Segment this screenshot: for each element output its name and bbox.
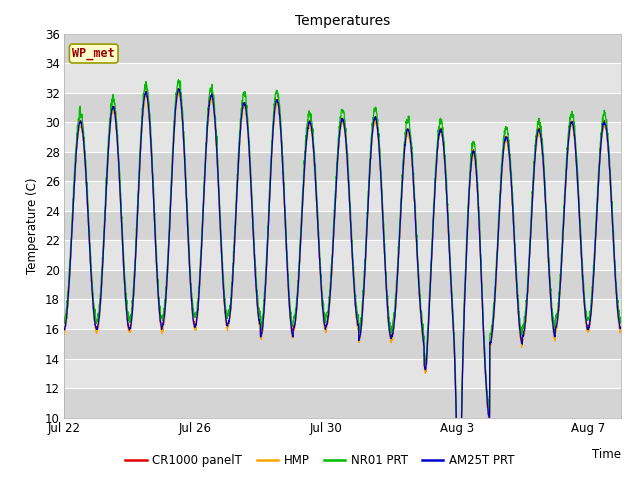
Bar [64, 93, 621, 122]
Bar [64, 240, 621, 270]
Bar [64, 359, 621, 388]
Text: WP_met: WP_met [72, 47, 115, 60]
Bar [64, 300, 621, 329]
Bar [64, 34, 621, 63]
Title: Temperatures: Temperatures [295, 14, 390, 28]
Bar [64, 63, 621, 93]
Bar [64, 122, 621, 152]
Y-axis label: Temperature (C): Temperature (C) [26, 177, 39, 274]
Bar [64, 329, 621, 359]
Legend: CR1000 panelT, HMP, NR01 PRT, AM25T PRT: CR1000 panelT, HMP, NR01 PRT, AM25T PRT [120, 449, 520, 472]
Bar [64, 152, 621, 181]
Bar [64, 211, 621, 240]
Text: Time: Time [592, 448, 621, 461]
Bar [64, 270, 621, 300]
Bar [64, 388, 621, 418]
Bar [64, 181, 621, 211]
